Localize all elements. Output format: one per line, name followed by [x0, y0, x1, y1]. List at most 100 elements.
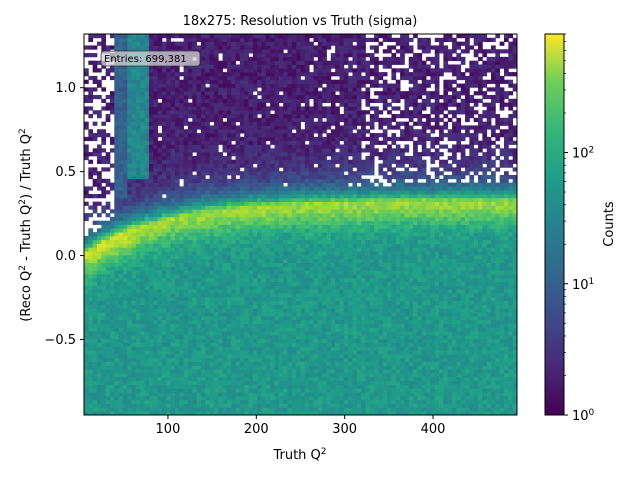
heatmap-cell	[88, 304, 94, 309]
heatmap-cell	[192, 45, 197, 50]
heatmap-cell	[84, 274, 89, 279]
heatmap-cell	[287, 148, 293, 153]
heatmap-cell	[166, 338, 171, 344]
heatmap-cell	[265, 64, 271, 69]
heatmap-cell	[96, 296, 102, 302]
heatmap-cell	[287, 178, 293, 183]
heatmap-cell	[101, 37, 107, 43]
heatmap-cell	[170, 213, 176, 218]
heatmap-cell	[213, 194, 219, 199]
heatmap-cell	[196, 312, 202, 317]
heatmap-cell	[205, 346, 210, 351]
heatmap-cell	[131, 235, 137, 241]
heatmap-cell	[257, 171, 262, 176]
heatmap-cell	[209, 91, 215, 96]
heatmap-cell	[170, 251, 176, 256]
heatmap-cell	[248, 354, 254, 359]
heatmap-cell	[183, 121, 189, 126]
heatmap-cell	[183, 224, 189, 229]
heatmap-cell	[192, 365, 197, 370]
heatmap-cell	[213, 407, 219, 412]
heatmap-cell	[179, 136, 184, 142]
heatmap-cell	[213, 133, 219, 138]
heatmap-cell	[196, 121, 202, 126]
heatmap-cell	[131, 64, 137, 69]
heatmap-cell	[140, 79, 146, 84]
heatmap-cell	[174, 254, 180, 260]
heatmap-cell	[205, 201, 210, 206]
heatmap-cell	[278, 106, 284, 111]
heatmap-cell	[101, 357, 107, 363]
heatmap-cell	[257, 178, 262, 183]
heatmap-cell	[135, 319, 141, 324]
heatmap-cell	[96, 373, 102, 378]
heatmap-cell	[161, 224, 167, 229]
heatmap-cell	[166, 45, 171, 50]
heatmap-cell	[248, 220, 254, 225]
heatmap-cell	[291, 403, 297, 408]
heatmap-cell	[192, 41, 197, 46]
heatmap-cell	[278, 361, 284, 366]
heatmap-cell	[287, 133, 293, 138]
heatmap-cell	[244, 98, 249, 103]
heatmap-cell	[105, 213, 111, 218]
heatmap-cell	[270, 94, 275, 100]
heatmap-cell	[226, 235, 232, 241]
heatmap-cell	[261, 228, 267, 233]
heatmap-cell	[161, 296, 167, 302]
heatmap-cell	[213, 190, 219, 195]
heatmap-cell	[140, 354, 146, 359]
heatmap-cell	[274, 64, 280, 69]
heatmap-cell	[166, 361, 171, 366]
heatmap-cell	[200, 163, 206, 168]
heatmap-cell	[261, 281, 267, 286]
heatmap-cell	[218, 49, 223, 54]
heatmap-cell	[118, 266, 124, 271]
heatmap-cell	[209, 354, 215, 359]
heatmap-cell	[187, 220, 193, 225]
heatmap-cell	[261, 91, 267, 96]
heatmap-cell	[209, 331, 215, 336]
heatmap-cell	[291, 60, 297, 65]
heatmap-cell	[283, 331, 288, 336]
heatmap-cell	[231, 129, 236, 134]
heatmap-cell	[183, 91, 189, 96]
heatmap-cell	[92, 262, 98, 267]
heatmap-cell	[231, 296, 236, 302]
heatmap-cell	[96, 254, 102, 260]
heatmap-cell	[84, 388, 89, 393]
heatmap-cell	[235, 197, 241, 203]
heatmap-cell	[135, 197, 141, 203]
heatmap-cell	[252, 369, 258, 374]
heatmap-cell	[265, 56, 271, 62]
heatmap-cell	[239, 315, 245, 321]
heatmap-cell	[291, 285, 297, 290]
heatmap-cell	[84, 243, 89, 248]
heatmap-cell	[205, 163, 210, 168]
heatmap-cell	[261, 60, 267, 65]
heatmap-cell	[257, 75, 262, 81]
heatmap-cell	[187, 300, 193, 305]
heatmap-cell	[174, 304, 180, 309]
heatmap-cell	[278, 98, 284, 103]
heatmap-cell	[183, 155, 189, 161]
heatmap-cell	[304, 277, 310, 283]
heatmap-cell	[101, 232, 107, 237]
heatmap-cell	[187, 167, 193, 172]
heatmap-cell	[88, 380, 94, 385]
heatmap-cell	[84, 79, 89, 84]
heatmap-cell	[109, 373, 115, 378]
heatmap-cell	[309, 285, 314, 290]
heatmap-cell	[300, 270, 306, 275]
heatmap-cell	[265, 373, 271, 378]
heatmap-cell	[244, 369, 249, 374]
heatmap-cell	[148, 334, 154, 340]
heatmap-cell	[114, 361, 120, 366]
heatmap-cell	[135, 167, 141, 172]
heatmap-cell	[270, 247, 275, 252]
heatmap-cell	[235, 178, 241, 183]
heatmap-cell	[218, 155, 223, 161]
heatmap-cell	[300, 148, 306, 153]
heatmap-cell	[148, 129, 154, 134]
heatmap-cell	[114, 395, 120, 401]
